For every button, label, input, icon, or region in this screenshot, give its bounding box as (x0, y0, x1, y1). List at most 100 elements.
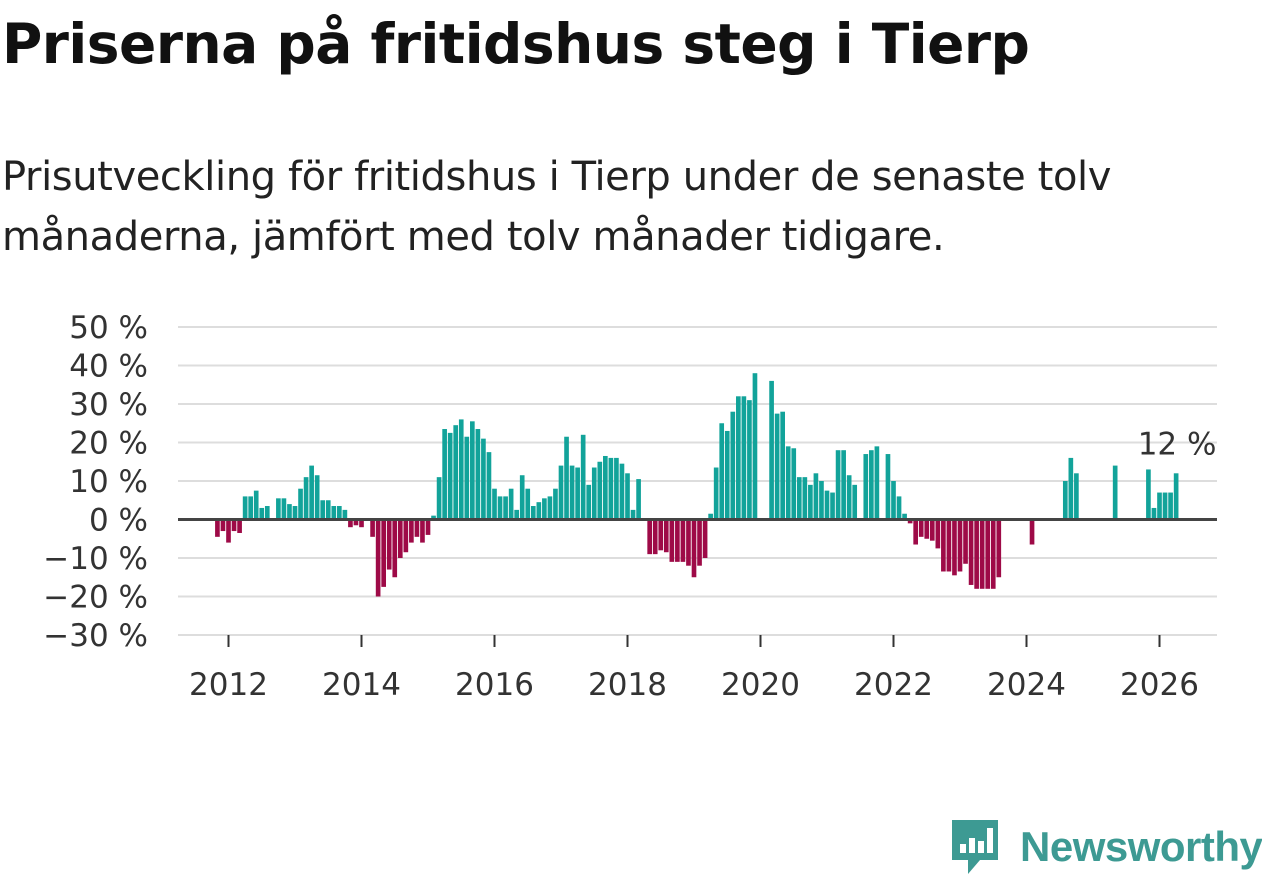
bar (736, 396, 741, 520)
bar (891, 481, 896, 520)
bar (1173, 473, 1179, 520)
bar (497, 496, 503, 520)
bar (314, 475, 320, 520)
bar (713, 467, 719, 520)
bar (663, 519, 669, 553)
last-value-label: 12 % (1138, 426, 1217, 462)
bar (697, 519, 702, 566)
bar (569, 465, 575, 520)
bar (1162, 492, 1168, 520)
bar (907, 519, 913, 524)
bar (680, 519, 686, 562)
bar (553, 488, 558, 520)
x-tick-label: 2014 (322, 667, 401, 703)
bar (298, 488, 303, 520)
bar (619, 463, 625, 520)
bar (320, 500, 326, 520)
y-tick-label: −10 % (43, 541, 148, 577)
bar (436, 477, 442, 520)
bar (669, 519, 675, 562)
bar (852, 484, 858, 520)
bar (702, 519, 708, 558)
bar (442, 429, 447, 520)
bar (846, 475, 852, 520)
bar (231, 519, 237, 532)
bar (686, 519, 691, 566)
bar (924, 519, 930, 539)
bar (929, 519, 935, 541)
x-tick-label: 2022 (854, 667, 933, 703)
bar (348, 519, 353, 528)
bar (359, 519, 364, 528)
bar (508, 488, 514, 520)
bar (530, 506, 536, 520)
x-axis: 2012 2014 2016 2018 2020 2022 2024 2026 (189, 635, 1199, 703)
bar (392, 519, 398, 578)
bar (458, 419, 464, 520)
bar (724, 430, 730, 520)
bar (403, 519, 409, 553)
bar (952, 519, 957, 576)
bar (237, 519, 242, 533)
bar (957, 519, 963, 572)
bar (835, 450, 841, 520)
bar (813, 473, 819, 520)
bar (963, 519, 968, 564)
bar (525, 488, 531, 520)
bar (874, 446, 880, 520)
bar (547, 496, 553, 520)
bar (536, 502, 542, 520)
bar (481, 438, 486, 520)
bar (1146, 469, 1151, 520)
bar-series (215, 373, 1179, 597)
x-tick-label: 2018 (588, 667, 667, 703)
bar (431, 515, 436, 520)
bar (747, 400, 752, 520)
bar (1068, 457, 1074, 520)
bar (990, 519, 996, 589)
bar (830, 492, 835, 520)
bar (242, 496, 248, 520)
bar (691, 519, 697, 578)
bar (896, 496, 902, 520)
bar (464, 436, 470, 520)
bar (1151, 507, 1157, 520)
bar (558, 465, 564, 520)
bar (652, 519, 658, 555)
bar (414, 519, 420, 537)
bar (370, 519, 375, 537)
bar (608, 457, 614, 520)
newsworthy-logo-icon (952, 820, 998, 874)
bar (614, 457, 619, 520)
bar (719, 423, 725, 520)
bar (941, 519, 946, 572)
bar (503, 496, 508, 520)
bar (287, 504, 292, 520)
x-tick-label: 2024 (987, 667, 1066, 703)
bar (1112, 465, 1118, 520)
bar (381, 519, 386, 587)
bar (580, 434, 586, 520)
x-tick-label: 2020 (721, 667, 800, 703)
bar (769, 380, 774, 520)
bar (730, 411, 736, 520)
x-tick-label: 2026 (1120, 667, 1199, 703)
bar (1168, 492, 1173, 520)
bar (575, 467, 580, 520)
bar (802, 477, 808, 520)
brand-name: Newsworthy (1020, 823, 1262, 870)
bar (974, 519, 979, 589)
bar (968, 519, 974, 585)
bar (220, 519, 226, 532)
y-tick-label: 0 % (89, 503, 148, 539)
bar (519, 475, 525, 520)
bar-chart: 50 %40 %30 %20 %10 %0 %−10 %−20 %−30 % 2… (43, 310, 1217, 703)
newsworthy-logo: Newsworthy (950, 818, 1262, 876)
bar (636, 479, 641, 520)
bar (979, 519, 985, 589)
bar (796, 477, 802, 520)
chart-title: Priserna på fritidshus steg i Tierp (2, 12, 1030, 76)
bar (647, 519, 652, 555)
bar (397, 519, 403, 558)
bar (226, 519, 231, 543)
